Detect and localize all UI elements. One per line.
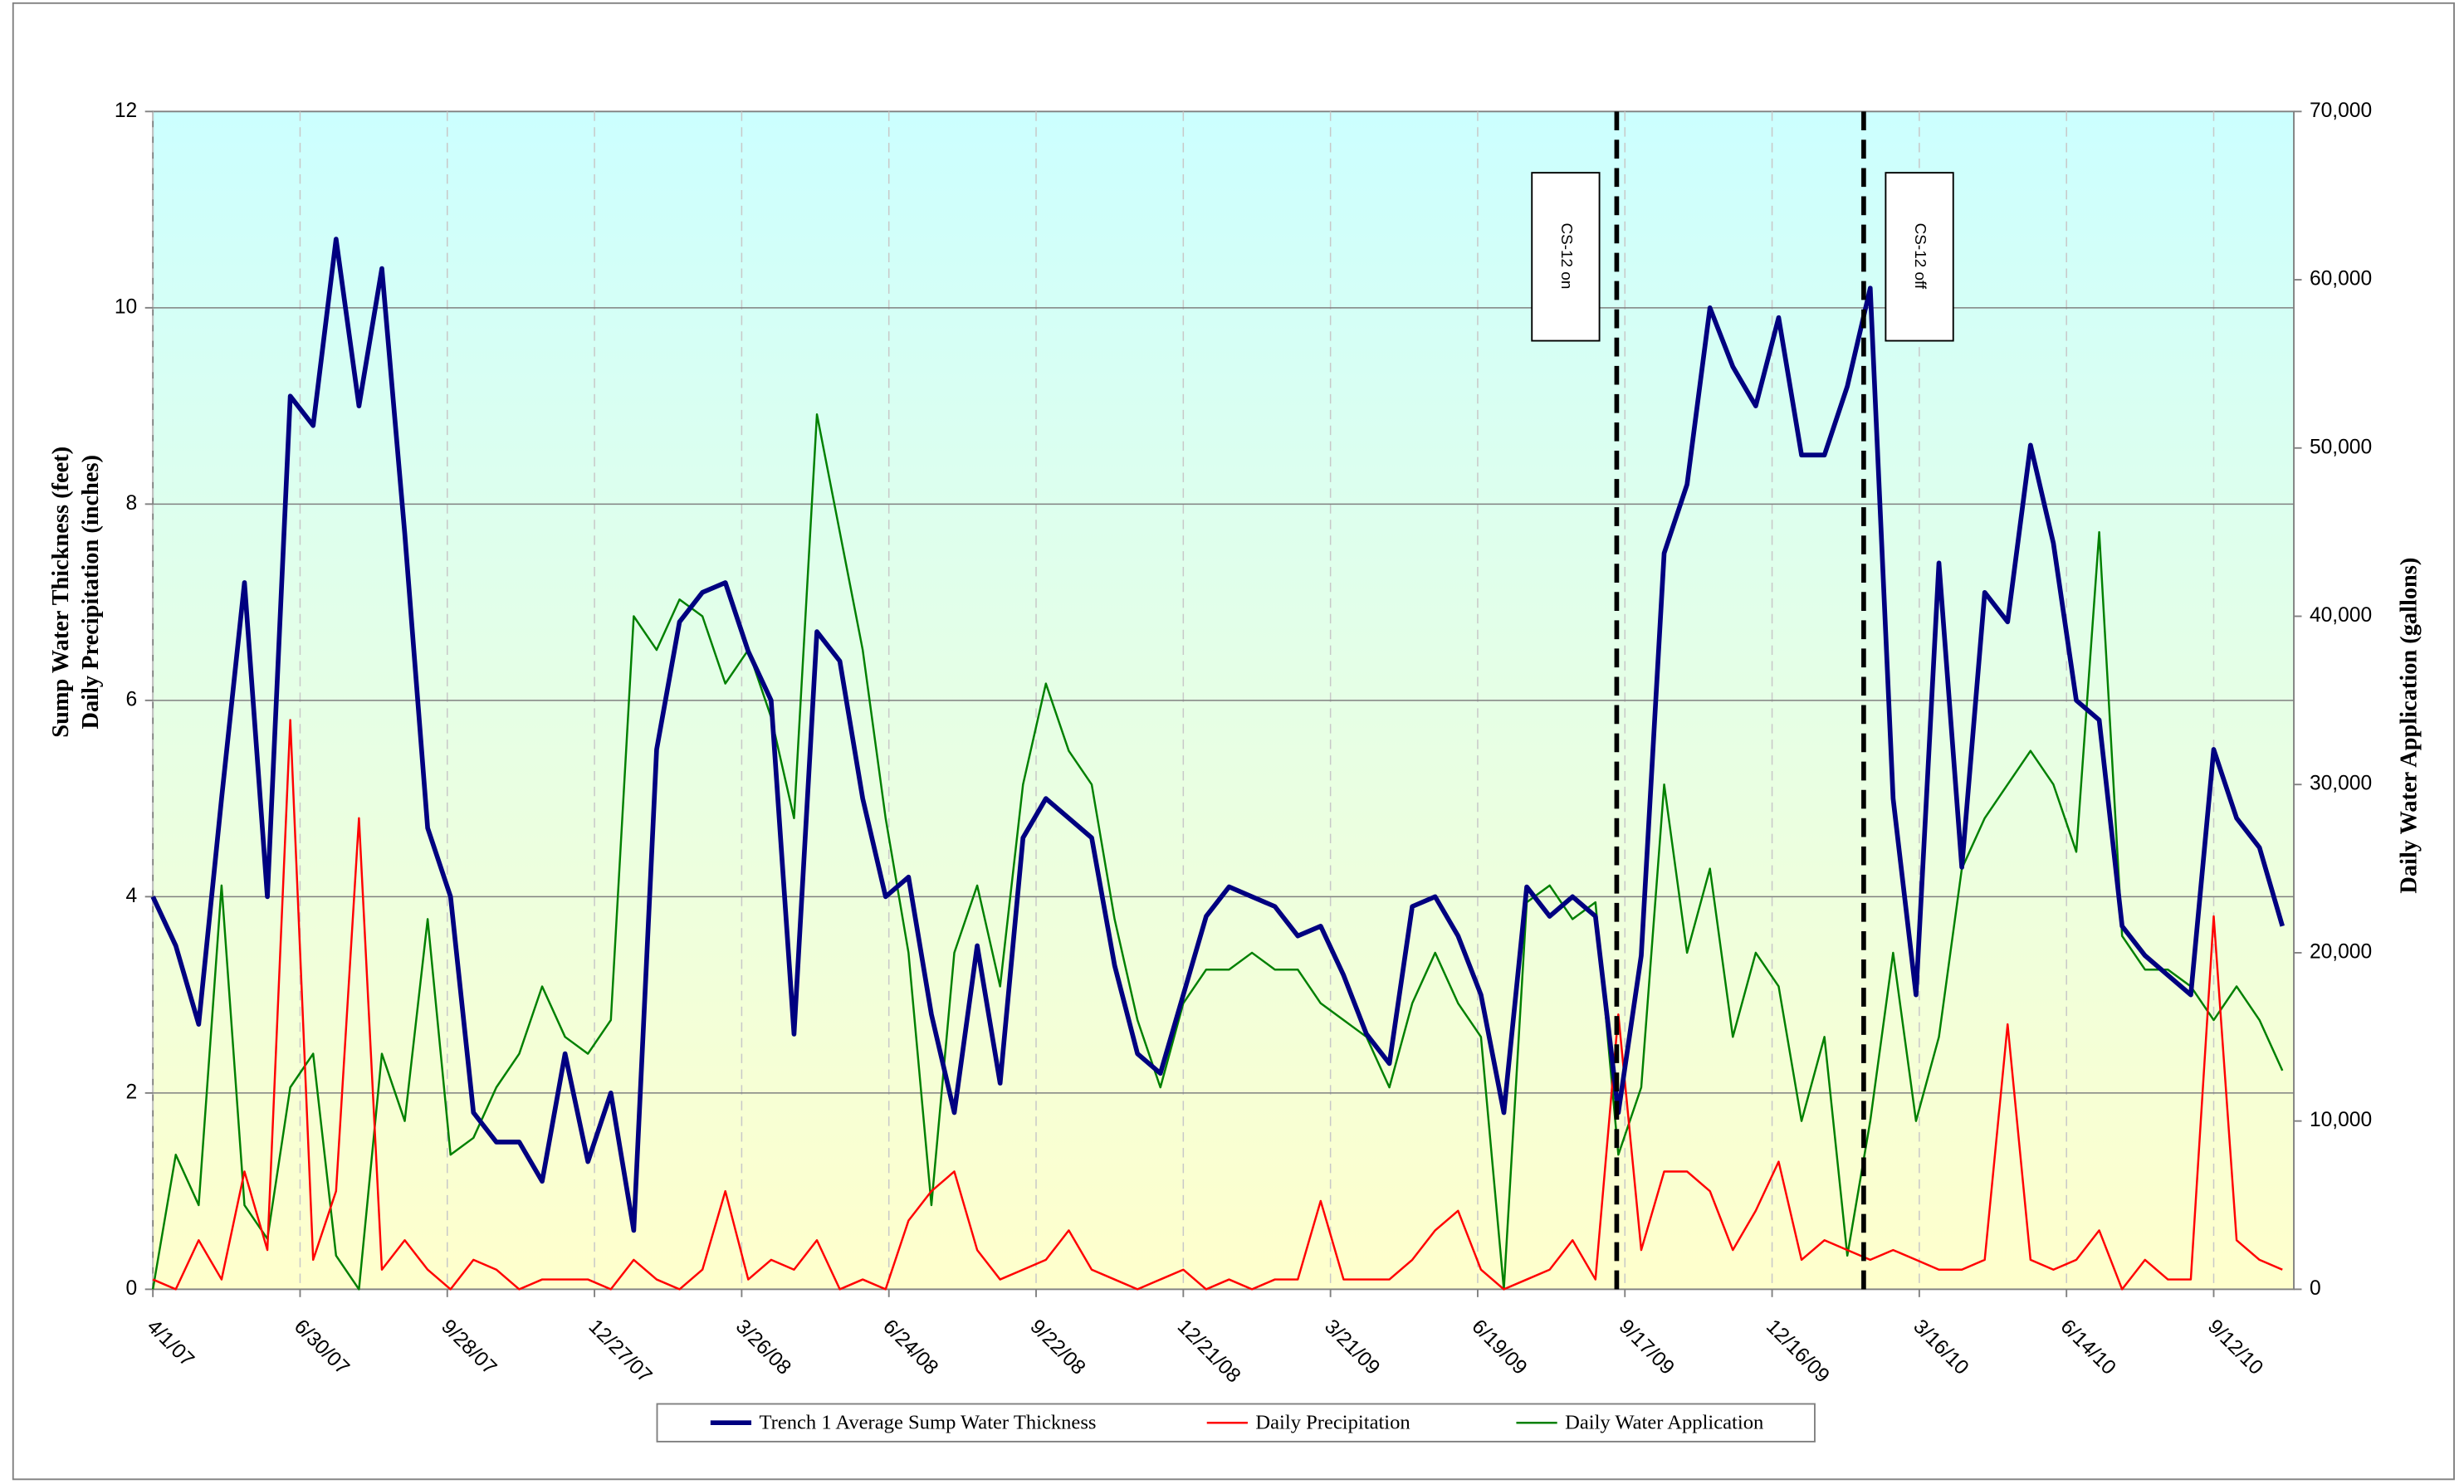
y-axis-title: Sump Water Thickness (feet): [48, 447, 74, 738]
y2-tick-label: 40,000: [2310, 604, 2372, 627]
y2-axis-title: Daily Water Application (gallons): [2397, 558, 2422, 894]
y-tick-label: 12: [115, 100, 137, 122]
y-tick-label: 10: [115, 295, 137, 318]
y2-tick-label: 20,000: [2310, 940, 2372, 963]
y-tick-label: 0: [126, 1277, 138, 1300]
annotation-text: CS-12 off: [1911, 223, 1929, 290]
y-axis-title: Daily Precipitation (inches): [78, 455, 104, 729]
y-tick-label: 6: [126, 688, 138, 710]
y2-tick-label: 60,000: [2310, 268, 2372, 290]
series-line: [150, 237, 2285, 1233]
y2-tick-label: 30,000: [2310, 773, 2372, 795]
y-tick-label: 8: [126, 492, 138, 515]
y2-tick-label: 70,000: [2310, 100, 2372, 122]
y-tick-label: 4: [126, 885, 138, 907]
legend-label: Daily Water Application: [1565, 1412, 1763, 1434]
y2-tick-label: 0: [2310, 1277, 2321, 1300]
annotation-text: CS-12 on: [1557, 222, 1575, 289]
y2-tick-label: 10,000: [2310, 1109, 2372, 1131]
annotation-box: [1885, 172, 1954, 342]
series-line: [152, 719, 2283, 1291]
legend-label: Daily Precipitation: [1255, 1412, 1410, 1434]
series-line: [151, 413, 2284, 1291]
y-tick-label: 2: [126, 1081, 138, 1103]
annotation-box: [1531, 172, 1601, 342]
y2-tick-label: 50,000: [2310, 436, 2372, 458]
legend-label: Trench 1 Average Sump Water Thickness: [759, 1412, 1096, 1434]
